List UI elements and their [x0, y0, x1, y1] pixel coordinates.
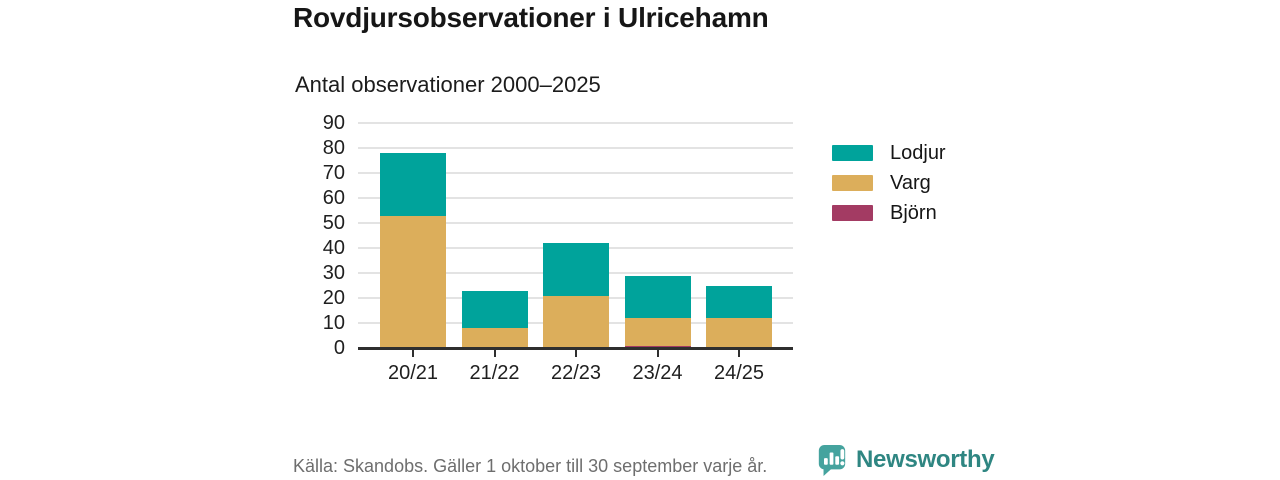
bar-24-25-varg [706, 318, 772, 348]
y-tick-label: 0 [333, 337, 345, 359]
bar-21-22-lodjur [461, 290, 528, 328]
legend-item-björn: Björn [832, 198, 937, 228]
gridline-90 [358, 122, 793, 124]
y-tick-label: 80 [322, 137, 345, 159]
bar-21-22-varg [461, 328, 528, 348]
y-tick-label: 40 [322, 237, 345, 259]
legend-item-lodjur: Lodjur [832, 138, 946, 168]
bar-20-21-lodjur [380, 153, 446, 216]
brand-name: Newsworthy [856, 446, 995, 473]
bar-20-21-varg [380, 215, 446, 348]
chart-subtitle: Antal observationer 2000–2025 [295, 72, 601, 97]
x-tick-label: 22/23 [550, 362, 602, 384]
bar-24-25-lodjur [706, 285, 772, 318]
y-tick-label: 70 [322, 162, 345, 184]
x-tick-label: 20/21 [387, 362, 439, 384]
x-tick-label: 23/24 [632, 362, 683, 384]
gridline-50 [358, 222, 793, 224]
bar-22-23-lodjur [543, 243, 609, 296]
legend-swatch-björn [832, 205, 873, 221]
gridline-60 [358, 197, 793, 199]
y-tick-label: 20 [322, 287, 345, 309]
x-tick [656, 350, 659, 357]
x-tick-label: 24/25 [713, 362, 765, 384]
newsworthy-logo: Newsworthy [816, 443, 995, 477]
y-tick-label: 10 [322, 312, 345, 334]
x-tick-label: 21/22 [469, 362, 520, 384]
y-tick-label: 60 [322, 187, 345, 209]
bar-23-24-björn [624, 345, 691, 348]
legend-label: Lodjur [890, 141, 946, 164]
x-tick [412, 350, 414, 357]
y-tick-label: 30 [322, 262, 345, 284]
source-note: Källa: Skandobs. Gäller 1 oktober till 3… [293, 456, 768, 476]
bar-23-24-varg [624, 318, 691, 346]
bar-23-24-lodjur [624, 275, 691, 318]
x-tick [738, 350, 740, 357]
legend-item-varg: Varg [832, 168, 931, 198]
y-tick-label: 50 [322, 212, 345, 234]
legend-swatch-lodjur [832, 145, 873, 161]
chart-title: Rovdjursobservationer i Ulricehamn [293, 2, 769, 33]
x-tick [575, 350, 577, 357]
gridline-70 [358, 172, 793, 174]
x-axis-line [358, 347, 793, 350]
legend-label: Varg [890, 171, 931, 194]
x-tick [493, 350, 496, 357]
y-tick-label: 90 [322, 112, 345, 134]
gridline-80 [358, 147, 793, 149]
legend-label: Björn [890, 201, 937, 224]
newsworthy-icon [816, 443, 848, 477]
bar-22-23-varg [543, 295, 609, 348]
legend-swatch-varg [832, 175, 873, 191]
